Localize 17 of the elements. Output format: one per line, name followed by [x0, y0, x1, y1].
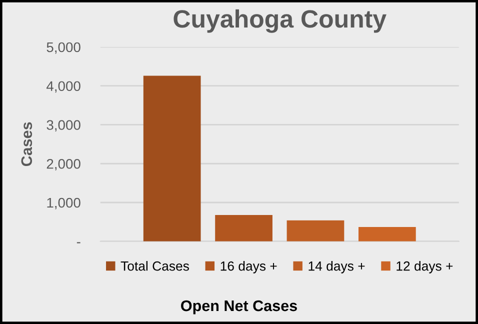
x-axis-title: Open Net Cases	[181, 300, 297, 314]
y-tick-label: 1,000	[47, 198, 80, 210]
legend-label: 14 days +	[308, 261, 365, 274]
bar	[286, 220, 344, 242]
y-tick-label: -	[76, 242, 80, 244]
y-tick-label: 3,000	[46, 120, 80, 132]
y-axis-title: Cases	[21, 122, 32, 166]
y-tick-label: 2,000	[46, 158, 80, 170]
legend-label: 12 days +	[396, 261, 453, 274]
bar	[358, 226, 416, 242]
y-tick-label: 5,000	[46, 42, 80, 54]
bar	[143, 76, 201, 242]
legend-label: 16 days +	[220, 261, 277, 274]
y-tick-label: 4,000	[46, 81, 80, 93]
chart-title: Cuyahoga County	[174, 9, 386, 33]
bar	[215, 214, 272, 242]
legend-label: Total Cases	[120, 261, 189, 271]
